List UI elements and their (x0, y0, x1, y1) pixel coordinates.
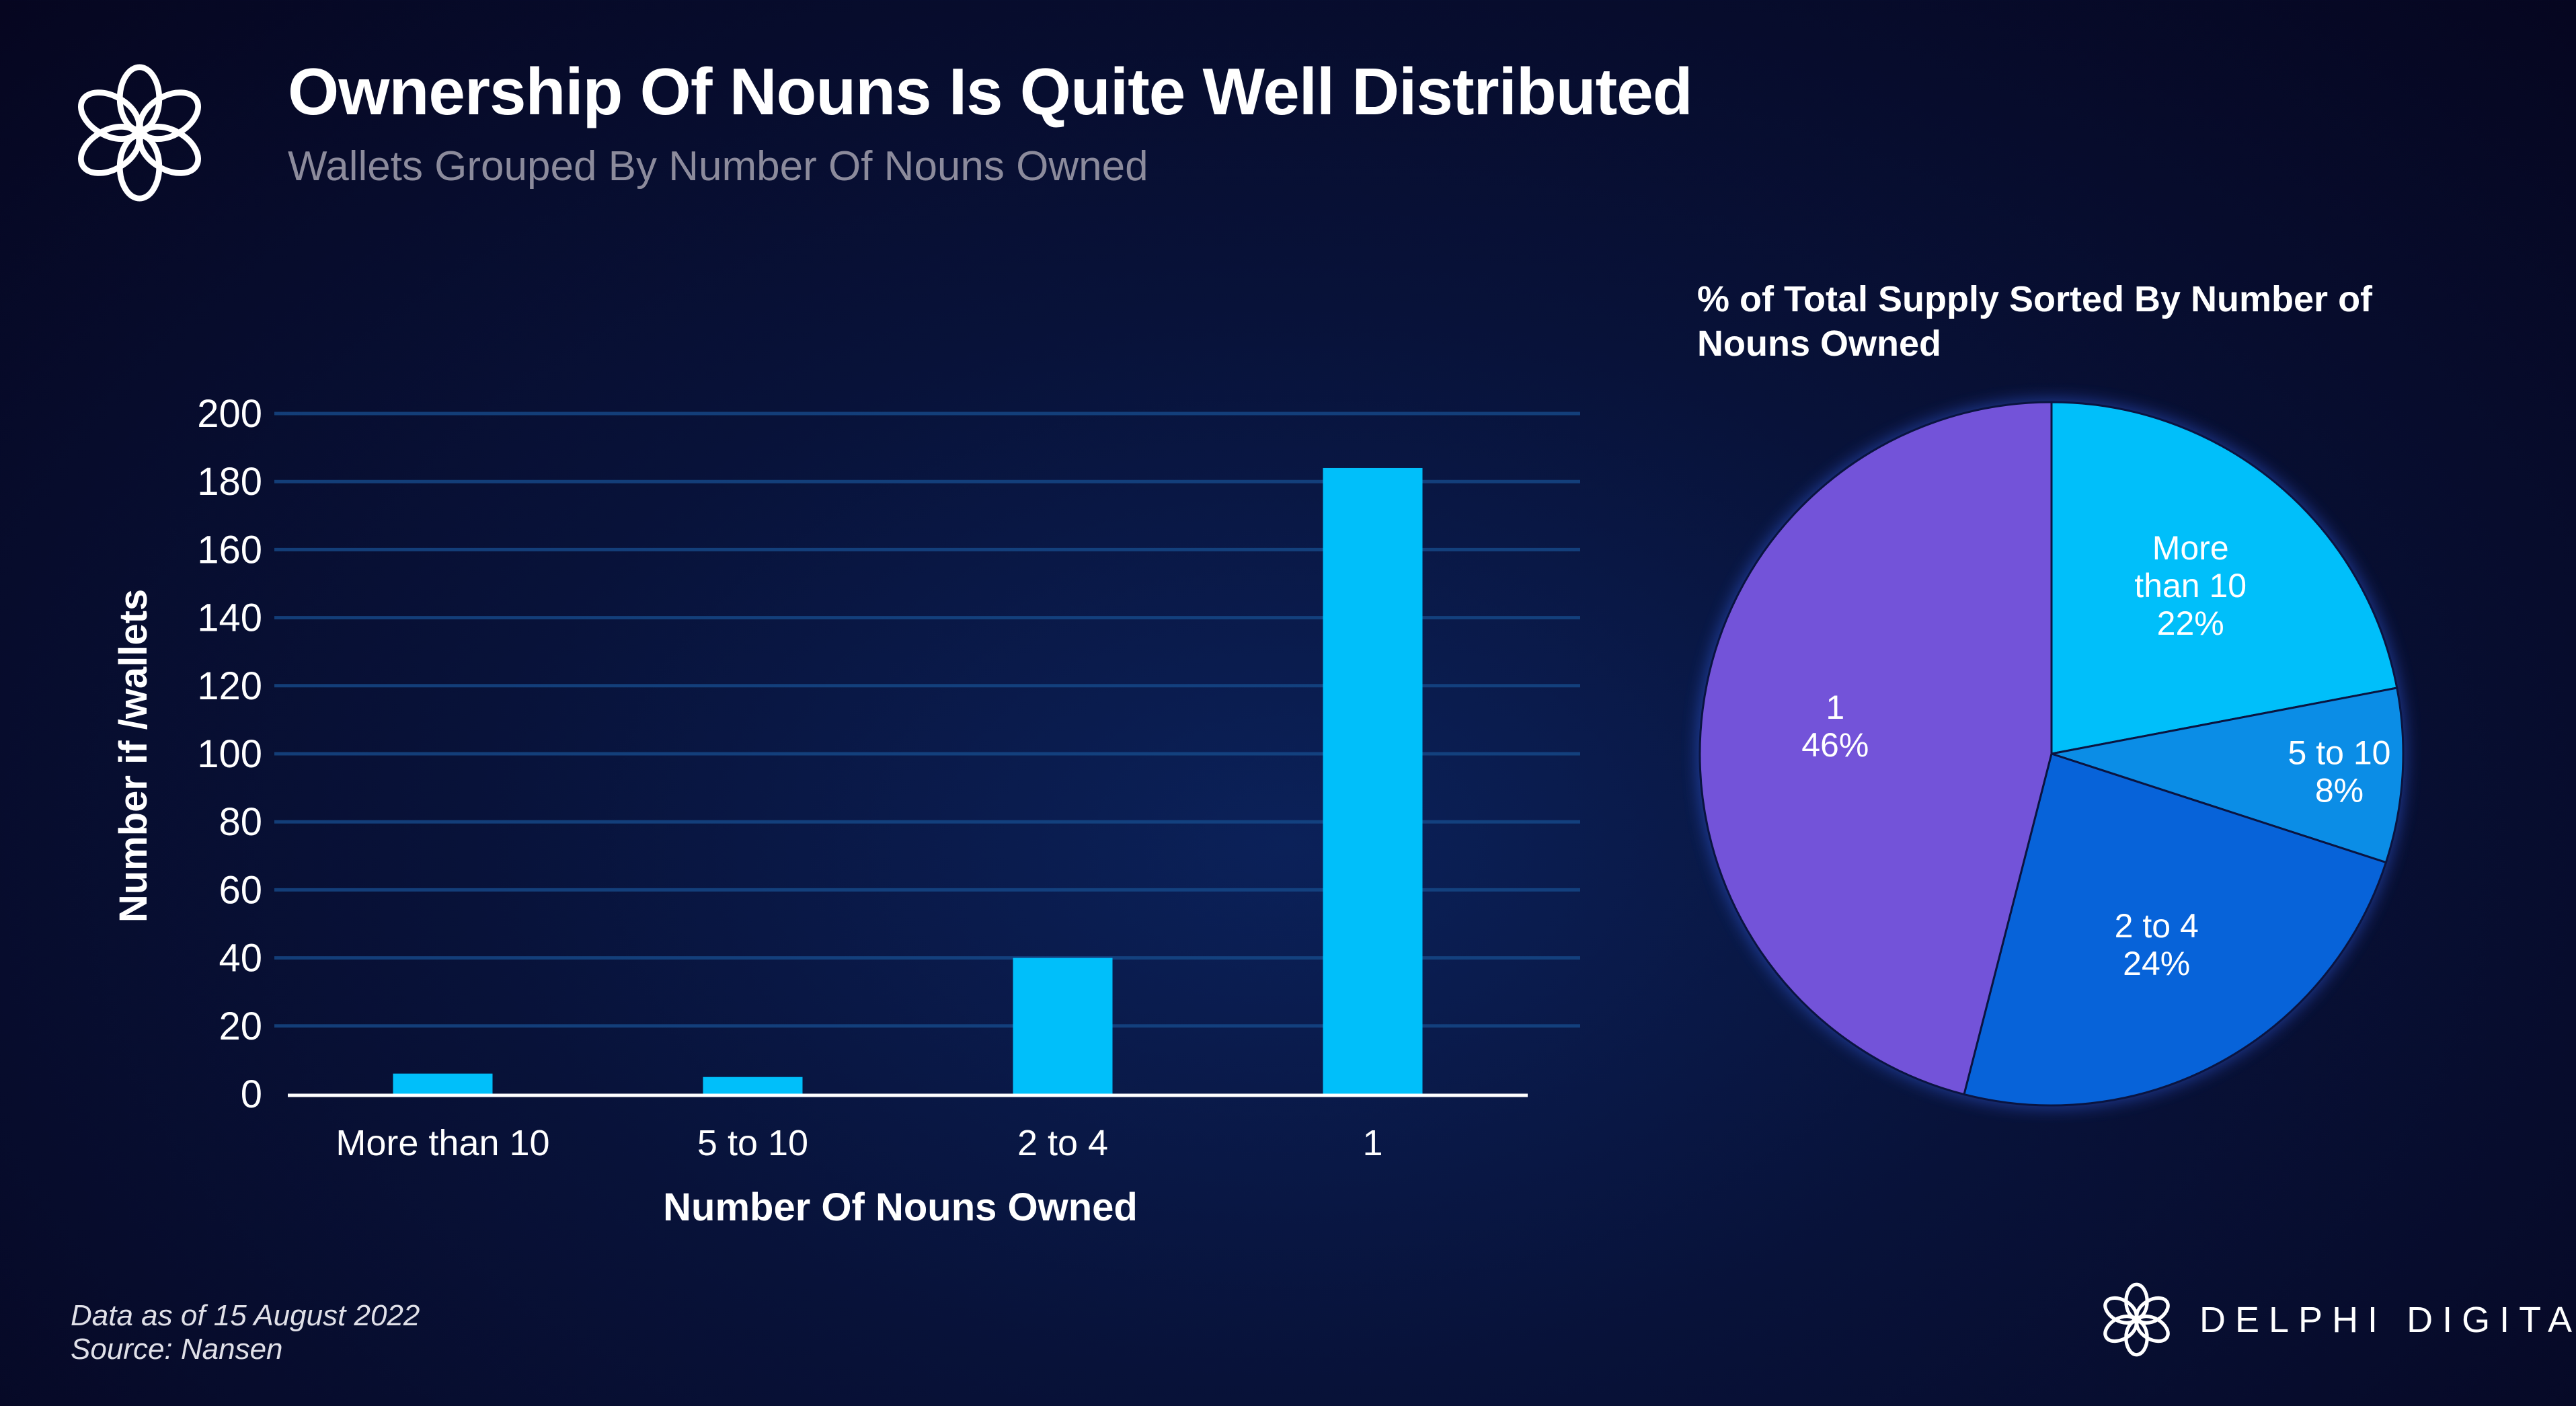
bar-5-to-10 (703, 1077, 803, 1094)
x-tick-label: 2 to 4 (1017, 1123, 1108, 1163)
pie-label-category: than 10 (2134, 567, 2247, 604)
y-tick-label: 80 (219, 800, 262, 844)
pie-slice-2-to-4 (1963, 752, 2388, 1107)
bar-1 (1323, 467, 1423, 1094)
y-tick-label: 60 (219, 868, 262, 912)
y-tick-label: 100 (197, 732, 262, 776)
pie-slice-more-than-10 (2050, 401, 2398, 755)
pie-label-2-to-4: 2 to 4 24% (2115, 907, 2199, 982)
bar-2-to-4 (1013, 958, 1113, 1094)
pie-label-percent: 24% (2123, 945, 2190, 982)
delphi-brand-logo-icon (2103, 1282, 2170, 1357)
page-subtitle: Wallets Grouped By Number Of Nouns Owned (288, 143, 1148, 190)
pie-label-more-than-10: More than 10 22% (2134, 529, 2247, 642)
pie-label-category: More (2152, 529, 2229, 567)
pie-label-category: 2 to 4 (2115, 907, 2199, 945)
pie-label-percent: 22% (2157, 604, 2224, 642)
bar-more-than-10 (393, 1073, 493, 1094)
bar-chart: 0 20 40 60 80 100 120 140 160 180 200 More than 10 5… (112, 392, 1580, 1229)
pie-label-percent: 46% (1801, 726, 1869, 764)
y-tick-label: 40 (219, 937, 262, 980)
y-tick-label: 200 (197, 392, 262, 436)
source-note: Source: Nansen (71, 1333, 283, 1366)
pie-label-1: 1 46% (1801, 689, 1869, 764)
pie-slice-1 (1699, 401, 2053, 1096)
brand-name: DELPHI DIGITAL (2199, 1299, 2576, 1340)
pie-chart-title: % of Total Supply Sorted By Number of No… (1697, 279, 2373, 364)
pie-label-category: 1 (1826, 689, 1844, 726)
footer-notes: Data as of 15 August 2022 Source: Nansen (71, 1299, 420, 1366)
pie-label-category: 5 to 10 (2288, 734, 2391, 772)
delphi-logo-icon (78, 64, 201, 202)
x-tick-label: 1 (1362, 1123, 1382, 1163)
brand: DELPHI DIGITAL (2098, 1278, 2576, 1362)
y-tick-label: 20 (219, 1005, 262, 1048)
y-tick-label: 140 (197, 596, 262, 640)
pie-chart: More than 10 22% 5 to 10 8% 2 to 4 24% 1 46% (1697, 399, 2406, 1108)
page-title: Ownership Of Nouns Is Quite Well Distrib… (288, 54, 1693, 128)
y-tick-label: 180 (197, 460, 262, 504)
y-tick-label: 160 (197, 528, 262, 572)
pie-label-5-to-10: 5 to 10 8% (2288, 734, 2391, 810)
y-tick-label: 120 (197, 664, 262, 708)
x-axis-title: Number Of Nouns Owned (663, 1185, 1138, 1229)
data-date-note: Data as of 15 August 2022 (71, 1299, 420, 1332)
x-tick-label: More than 10 (336, 1123, 549, 1163)
pie-slice-5-to-10 (2051, 687, 2405, 864)
x-tick-label: 5 to 10 (697, 1123, 808, 1163)
pie-label-percent: 8% (2315, 772, 2364, 810)
y-axis-title: Number if /wallets (112, 589, 155, 923)
y-tick-label: 0 (241, 1072, 262, 1116)
